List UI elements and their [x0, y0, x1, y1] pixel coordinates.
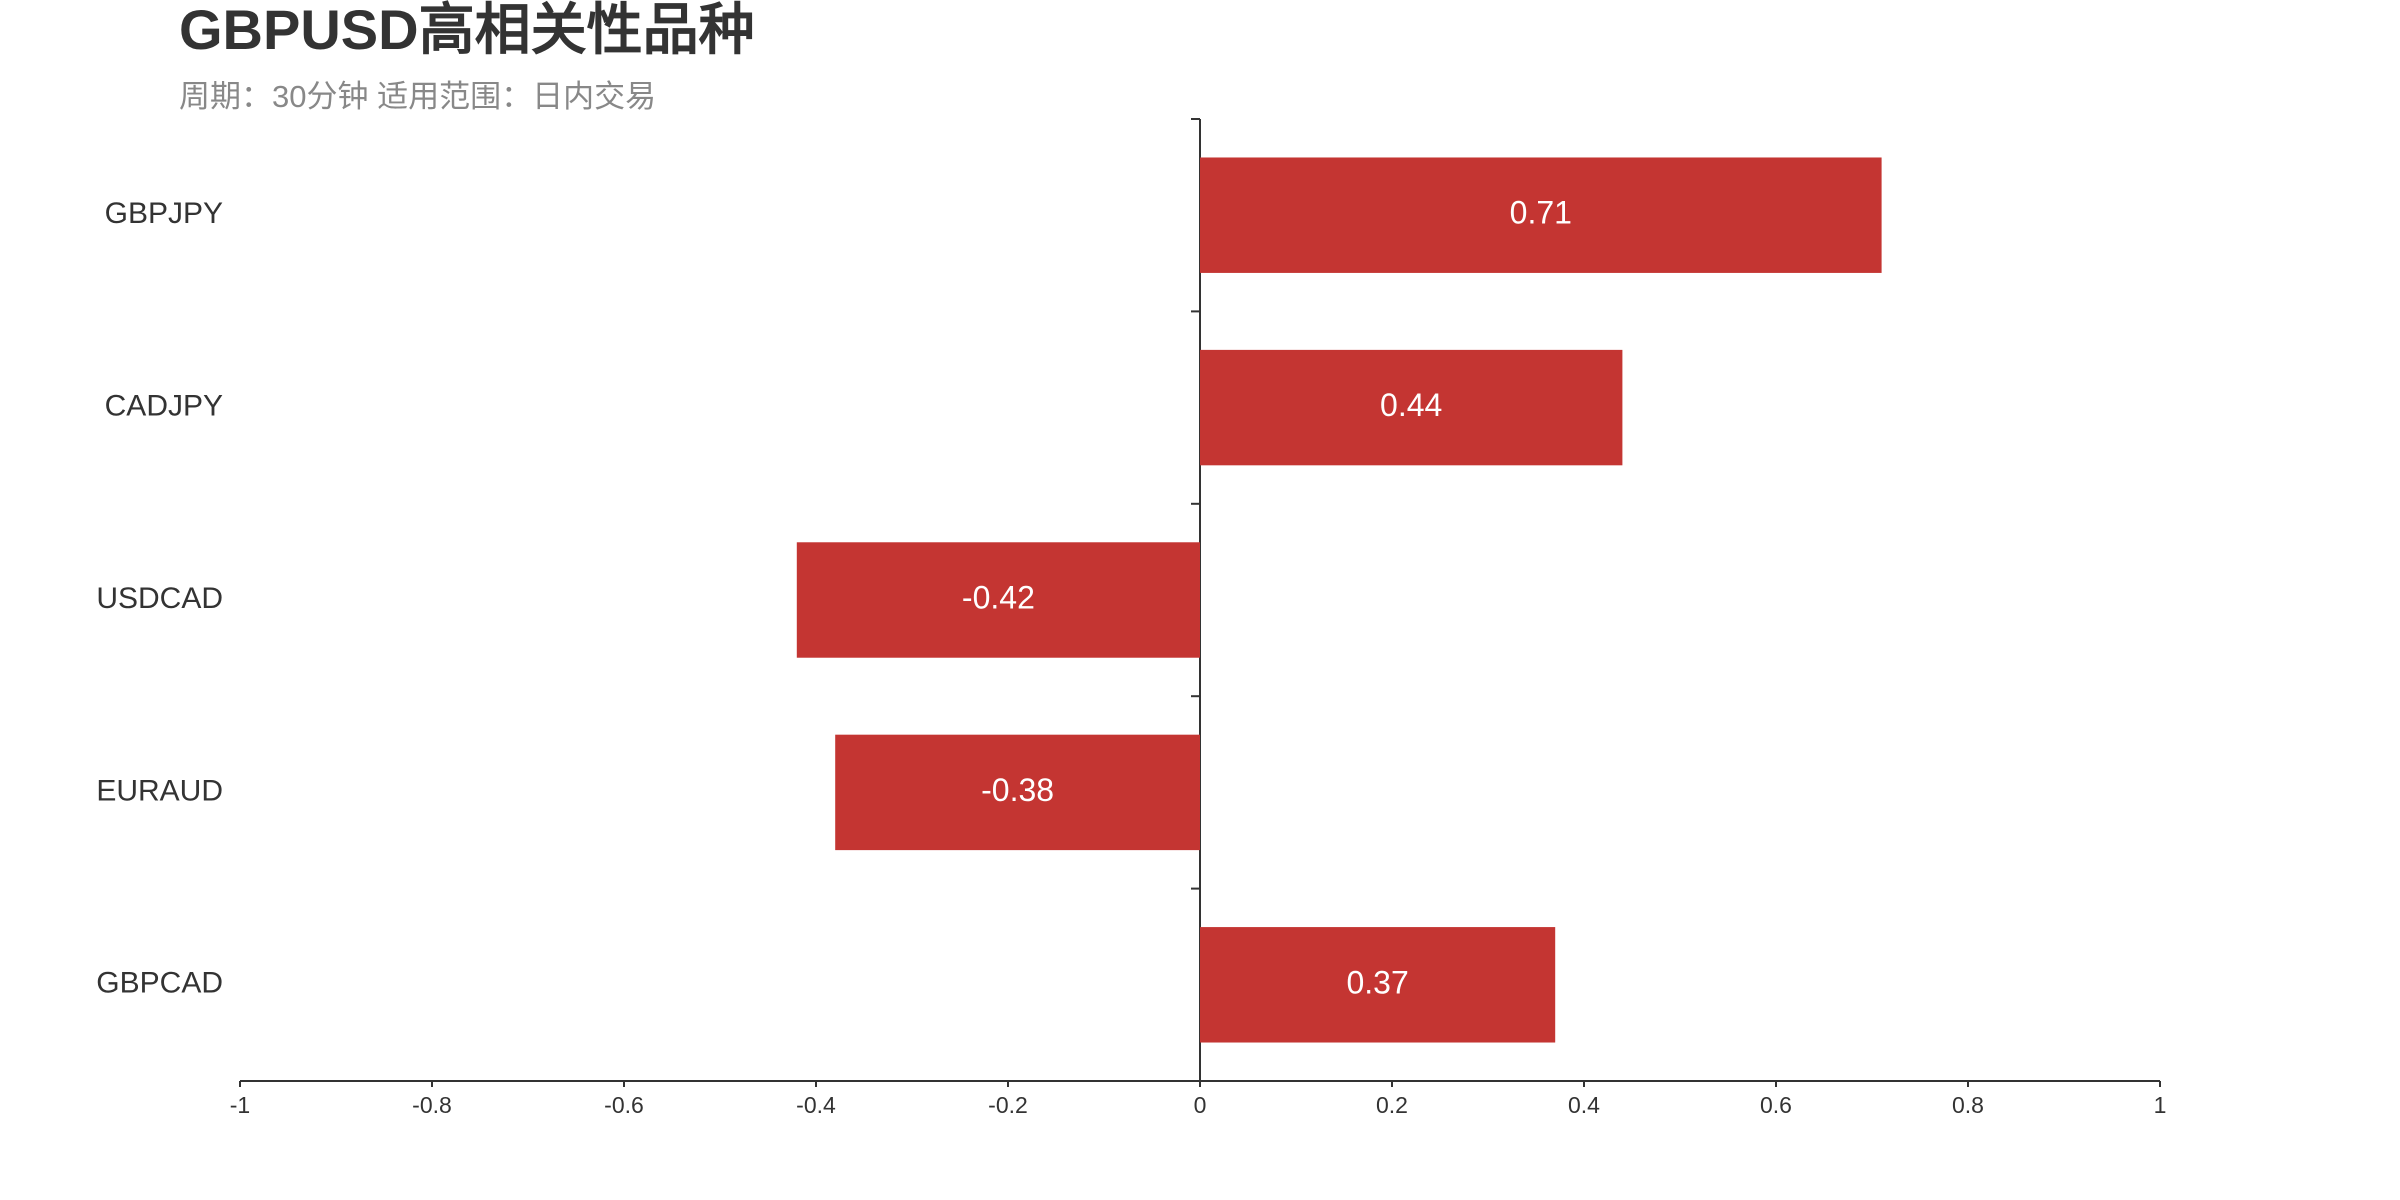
chart-title: GBPUSD高相关性品种: [179, 0, 755, 61]
value-label: 0.71: [1510, 195, 1572, 231]
x-tick-label: -0.2: [988, 1092, 1028, 1118]
x-tick-label: 0: [1194, 1092, 1207, 1118]
x-tick-label: 0.8: [1952, 1092, 1984, 1118]
value-label: 0.44: [1380, 387, 1442, 423]
x-tick-label: 0.4: [1568, 1092, 1600, 1118]
bar: [835, 734, 1200, 851]
chart-subtitle: 周期：30分钟 适用范围：日内交易: [179, 79, 656, 114]
value-label: 0.37: [1346, 964, 1408, 1000]
y-tick-label: USDCAD: [96, 582, 223, 615]
value-label: -0.38: [981, 772, 1054, 808]
bar: [1200, 349, 1623, 466]
y-tick-label: EURAUD: [96, 774, 223, 807]
x-tick-label: -0.8: [412, 1092, 452, 1118]
bar: [796, 542, 1200, 658]
x-tick-label: 0.6: [1760, 1092, 1792, 1118]
bar: [1200, 927, 1556, 1043]
y-tick-label: GBPCAD: [96, 967, 223, 1000]
x-tick-label: -0.6: [604, 1092, 644, 1118]
value-label: -0.42: [962, 579, 1035, 615]
y-tick-label: CADJPY: [105, 390, 223, 423]
x-tick-label: 0.2: [1376, 1092, 1408, 1118]
x-tick-label: -0.4: [796, 1092, 836, 1118]
y-tick-label: GBPJPY: [105, 197, 223, 230]
bar: [1200, 157, 1882, 273]
x-tick-label: -1: [230, 1092, 250, 1118]
x-tick-label: 1: [2154, 1092, 2167, 1118]
